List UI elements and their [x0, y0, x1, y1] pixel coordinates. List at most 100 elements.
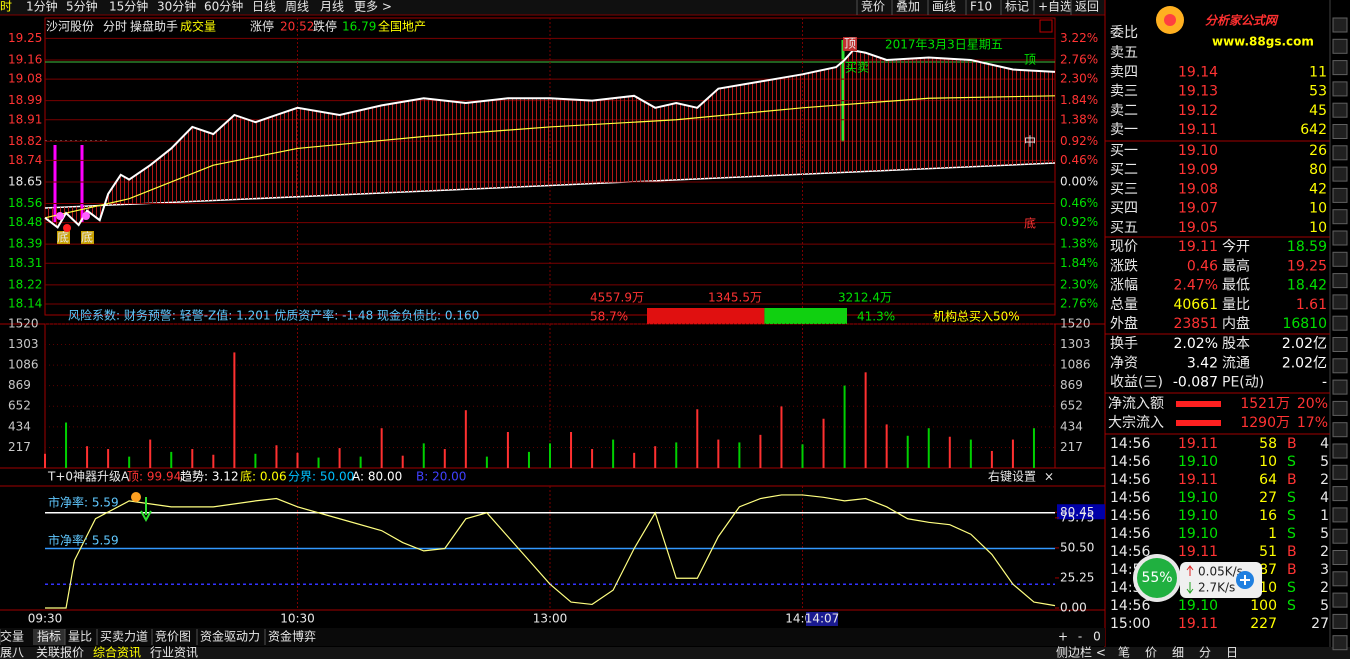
side-icon[interactable] — [1332, 166, 1348, 182]
side-icon[interactable] — [1332, 422, 1348, 438]
volume-bar — [506, 432, 509, 468]
side-icon[interactable] — [1332, 230, 1348, 246]
side-icon[interactable] — [1332, 145, 1348, 161]
side-icon[interactable] — [1332, 507, 1348, 523]
stat-value: 18.59 — [1287, 239, 1327, 255]
period-tab[interactable]: 周线 — [285, 0, 309, 14]
side-icon[interactable] — [1332, 209, 1348, 225]
side-icon[interactable] — [1332, 273, 1348, 289]
panel-tab[interactable]: 成交量 — [0, 629, 24, 644]
indicator-close[interactable]: × — [1044, 470, 1054, 484]
tool-button[interactable]: 叠加 — [896, 0, 920, 14]
tick-volume: 1 — [1268, 526, 1277, 542]
tool-button[interactable]: 画线 — [932, 0, 956, 14]
side-tab[interactable]: 笔 — [1118, 645, 1130, 659]
side-icon[interactable] — [1332, 187, 1348, 203]
side-icon[interactable] — [1332, 124, 1348, 139]
pct-tick-label: 0.92% — [1060, 215, 1098, 229]
inst-buy: 机构总买入50% — [933, 309, 1020, 324]
side-icon[interactable] — [1332, 294, 1348, 310]
pb-label: 市净率: 5.59 — [48, 533, 119, 548]
stat-label: 总量 — [1110, 297, 1138, 313]
tool-button[interactable]: 竞价 — [861, 0, 885, 14]
bottom-tab[interactable]: 行业资讯 — [150, 646, 198, 659]
side-icon[interactable] — [1332, 400, 1348, 416]
tick-side: B — [1287, 544, 1297, 560]
side-icon[interactable] — [1332, 571, 1348, 587]
side-icon[interactable] — [1332, 528, 1348, 544]
period-tab[interactable]: 60分钟 — [204, 0, 243, 14]
volume-bar — [296, 452, 299, 468]
volume-bar — [675, 442, 678, 468]
volume-tick-label: 869 — [8, 378, 31, 392]
volume-bar — [864, 372, 867, 468]
period-tab[interactable]: 15分钟 — [109, 0, 148, 14]
tool-button[interactable]: F10 — [970, 0, 992, 14]
volume-bar — [990, 450, 993, 468]
indicator-settings[interactable]: 右键设置 — [988, 469, 1036, 484]
side-tab[interactable]: 日 — [1226, 646, 1238, 659]
side-icon[interactable] — [1332, 379, 1348, 395]
stat-label: 内盘 — [1222, 315, 1250, 332]
bottom-tab[interactable]: 综合资讯 — [93, 645, 141, 659]
side-icon[interactable] — [1332, 635, 1348, 651]
side-icon[interactable] — [1332, 592, 1348, 608]
tick-count: 2 — [1320, 544, 1329, 560]
volume-bar — [65, 422, 68, 468]
panel-tab[interactable]: 资金驱动力 — [200, 629, 260, 644]
tool-button[interactable]: 标记 — [1005, 0, 1029, 14]
volume-bar — [717, 439, 720, 468]
tool-button[interactable]: 返回 — [1075, 0, 1099, 14]
side-icon[interactable] — [1332, 38, 1348, 54]
zoom-button[interactable]: - — [1078, 630, 1082, 644]
tool-button[interactable]: +自选 — [1038, 0, 1072, 14]
side-icon[interactable] — [1332, 613, 1348, 629]
side-tab[interactable]: 细 — [1172, 646, 1184, 659]
stat-value: 18.42 — [1287, 278, 1327, 294]
panel-tab[interactable]: 量比 — [68, 630, 92, 644]
side-tab[interactable]: 价 — [1145, 646, 1157, 659]
book-label: 买五 — [1110, 220, 1138, 236]
panel-tab[interactable]: 买卖力道 — [100, 630, 148, 644]
side-icon[interactable] — [1332, 358, 1348, 374]
period-tab[interactable]: 月线 — [320, 0, 344, 14]
tick-price: 19.11 — [1178, 436, 1218, 452]
volume-tick-label: 869 — [1060, 378, 1083, 392]
panel-button[interactable] — [1039, 19, 1053, 33]
side-icon[interactable] — [1332, 81, 1348, 97]
panel-tab[interactable]: 竞价图 — [155, 630, 191, 644]
period-tab[interactable]: 1分钟 — [26, 0, 58, 14]
period-tab[interactable]: 日线 — [252, 0, 276, 14]
side-icon[interactable] — [1332, 337, 1348, 352]
side-icon[interactable] — [1332, 102, 1348, 118]
side-icon[interactable] — [1332, 17, 1348, 33]
period-tab[interactable]: 30分钟 — [157, 0, 196, 14]
period-tab[interactable]: 时 — [0, 0, 12, 14]
zoom-button[interactable]: 0 — [1093, 630, 1101, 644]
period-tab[interactable]: 5分钟 — [66, 0, 98, 14]
bottom-tab[interactable]: 关联报价 — [36, 645, 84, 659]
side-icon[interactable] — [1332, 550, 1348, 565]
side-icon[interactable] — [1332, 251, 1348, 267]
signal-dot — [82, 212, 90, 220]
volume-bar — [927, 428, 930, 468]
side-icon[interactable] — [1332, 60, 1348, 76]
volume-bar — [443, 449, 446, 468]
top-label: 顶 — [1024, 53, 1036, 67]
zoom-button[interactable]: + — [1058, 630, 1068, 644]
side-icon[interactable] — [1332, 315, 1348, 331]
panel-tab[interactable]: 指标 — [37, 629, 61, 644]
side-tab[interactable]: 分 — [1199, 646, 1211, 659]
book-price: 19.11 — [1178, 122, 1218, 138]
stat-label: 现价 — [1110, 239, 1138, 255]
period-tab[interactable]: 更多 > — [354, 0, 392, 14]
side-icon[interactable] — [1332, 464, 1348, 480]
bottom-tab[interactable]: 汇展八 — [0, 646, 24, 659]
panel-tab[interactable]: 资金博弈 — [268, 629, 316, 644]
side-icon[interactable] — [1332, 486, 1348, 502]
indicator-param: 底: 0.06 — [240, 469, 287, 484]
volume-tick-label: 652 — [1060, 399, 1083, 413]
side-icon[interactable] — [1332, 443, 1348, 459]
sidebar-toggle[interactable]: 侧边栏 < — [1056, 645, 1106, 659]
